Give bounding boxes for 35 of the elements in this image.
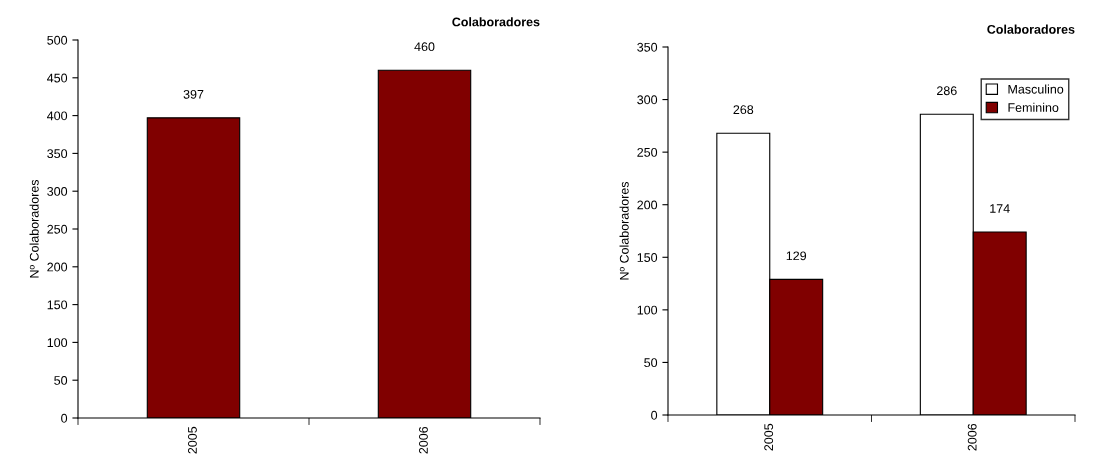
x-tick-label: 2005: [764, 423, 774, 451]
y-tick-label: 100: [47, 338, 68, 348]
y-tick-label: 350: [637, 42, 658, 52]
y-tick-label: 150: [637, 253, 658, 262]
y-tick-label: 300: [637, 95, 658, 105]
y-tick-label: 350: [47, 149, 68, 159]
y-tick-label: 150: [47, 300, 68, 310]
y-axis-title: Nº Colaboradores: [619, 181, 629, 280]
y-tick-label: 300: [47, 187, 68, 196]
data-label: 174: [990, 204, 1010, 213]
y-tick-label: 0: [61, 413, 68, 423]
y-tick-label: 0: [651, 410, 658, 420]
y-tick-label: 50: [644, 358, 658, 368]
chart-title: Colaboradores: [452, 17, 540, 27]
y-axis-title: Nº Colaboradores: [29, 179, 39, 278]
x-tick-label: 2006: [967, 423, 977, 451]
y-tick-label: 250: [637, 147, 658, 157]
chart-title: Colaboradores: [987, 24, 1075, 34]
y-tick-label: 400: [47, 111, 68, 121]
x-tick-label: 2005: [188, 426, 197, 454]
data-label: 268: [733, 105, 754, 115]
y-tick-label: 450: [47, 73, 68, 83]
data-label: 286: [937, 86, 957, 96]
legend-label: Masculino: [1008, 84, 1064, 94]
y-tick-label: 200: [47, 262, 68, 272]
y-tick-label: 100: [637, 305, 658, 315]
y-tick-label: 50: [54, 376, 68, 385]
data-label: 397: [183, 89, 204, 99]
x-tick-label: 2006: [419, 426, 428, 454]
legend-label: Feminino: [1008, 102, 1059, 112]
data-label: 129: [786, 251, 807, 261]
y-tick-label: 500: [47, 35, 68, 45]
y-tick-label: 250: [47, 224, 68, 234]
y-tick-label: 200: [637, 200, 658, 210]
data-label: 460: [414, 42, 435, 52]
